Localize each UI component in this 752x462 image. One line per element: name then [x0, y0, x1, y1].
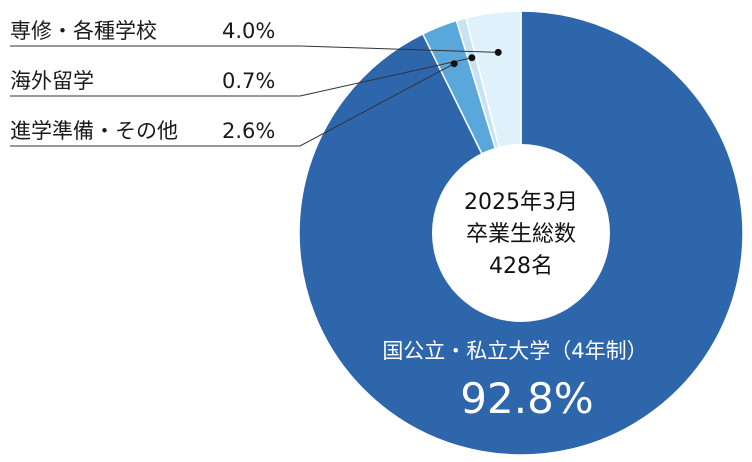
value-ryugaku: 0.7% [222, 69, 275, 93]
value-senshu: 4.0% [222, 19, 275, 43]
leader-senshu [10, 45, 499, 53]
leader-shingaku-junbi [10, 63, 455, 147]
label-senshu: 専修・各種学校 [10, 19, 157, 43]
leader-senshu-dot [494, 48, 502, 56]
legend-labels: 専修・各種学校 4.0% 海外留学 0.7% 進学準備・その他 2.6% [10, 19, 275, 143]
label-shingaku-junbi: 進学準備・その他 [10, 119, 178, 143]
value-university: 92.8% [460, 374, 593, 423]
label-ryugaku: 海外留学 [10, 69, 94, 93]
leader-lines [10, 45, 502, 147]
center-hole [432, 144, 610, 322]
label-university: 国公立・私立大学（4年制） [382, 339, 647, 363]
center-label-total: 428名 [489, 254, 553, 279]
value-shingaku-junbi: 2.6% [222, 119, 275, 143]
leader-ryugaku-dot [468, 54, 476, 62]
center-label: 2025年3月 卒業生総数 428名 [464, 190, 578, 279]
center-label-date: 2025年3月 [464, 190, 578, 215]
leader-ryugaku [10, 57, 473, 97]
leader-shingaku-junbi-dot [450, 60, 458, 68]
center-label-title: 卒業生総数 [466, 222, 576, 247]
